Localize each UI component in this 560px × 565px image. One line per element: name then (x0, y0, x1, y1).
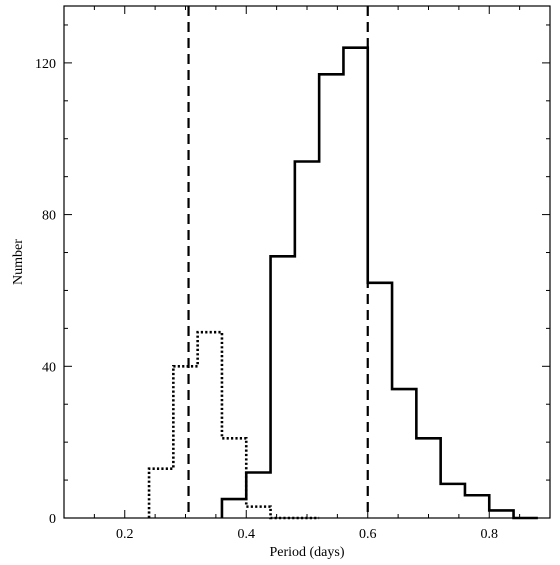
y-tick-label: 120 (35, 57, 56, 72)
solid-histogram-series (220, 46, 538, 520)
histogram-series (147, 46, 538, 520)
axes-frame (63, 5, 551, 519)
x-tick-label: 0.2 (116, 527, 134, 542)
y-axis-label: Number (11, 239, 26, 285)
y-tick-label: 0 (49, 512, 56, 527)
x-tick-label: 0.4 (238, 527, 256, 542)
y-axis-ticks: 0 40 80 120 (35, 24, 550, 527)
x-tick-label: 0.6 (359, 527, 377, 542)
x-tick-label: 0.8 (481, 527, 499, 542)
y-tick-label: 80 (42, 209, 56, 224)
reference-lines (187, 6, 369, 518)
x-axis-label: Period (days) (269, 545, 344, 560)
x-axis-ticks: 0.2 0.4 0.6 0.8 (63, 6, 551, 542)
dotted-histogram-series (147, 330, 320, 520)
plot-frame (63, 5, 551, 519)
y-tick-label: 40 (42, 360, 56, 375)
